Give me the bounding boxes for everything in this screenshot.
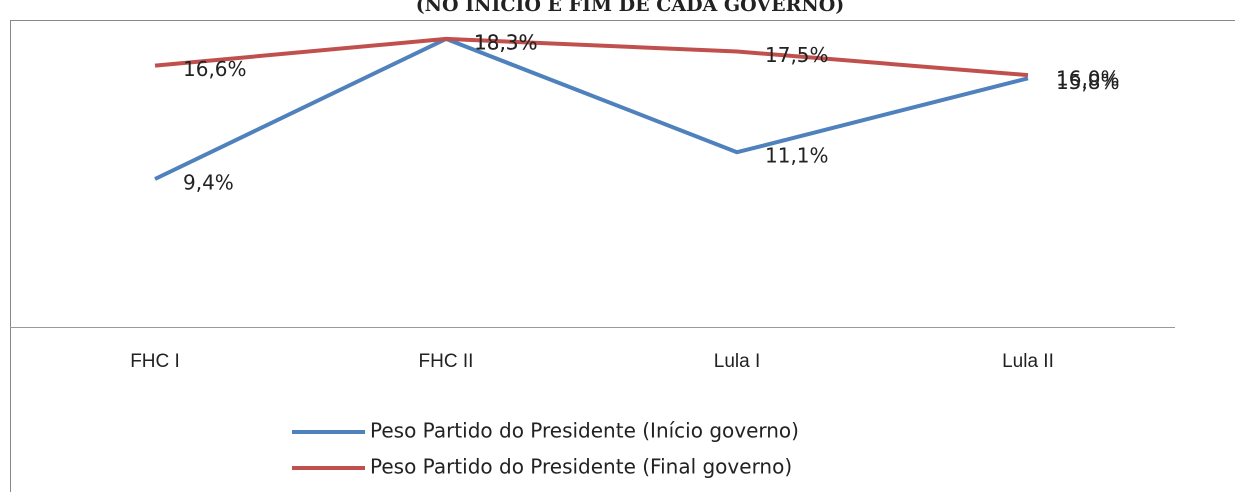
- data-line: [154, 36, 1029, 78]
- x-tick-label: FHC II: [419, 351, 474, 372]
- data-label: 17,5%: [765, 43, 829, 67]
- x-tick-label: Lula II: [1002, 351, 1054, 372]
- x-tick-label: FHC I: [130, 351, 180, 372]
- data-label: 18,3%: [474, 30, 538, 54]
- data-line: [154, 36, 1029, 181]
- data-label: 15,8%: [1056, 70, 1120, 94]
- legend-label: Peso Partido do Presidente (Início gover…: [370, 419, 799, 443]
- x-tick-label: Lula I: [714, 351, 760, 372]
- data-label: 16,6%: [183, 57, 247, 81]
- chart-title: (NO INÍCIO E FIM DE CADA GOVERNO): [416, 0, 845, 16]
- data-label: 9,4%: [183, 171, 234, 195]
- legend-label: Peso Partido do Presidente (Final govern…: [370, 455, 792, 479]
- data-label: 16,0%: [1056, 67, 1120, 91]
- data-label: 11,1%: [765, 144, 829, 168]
